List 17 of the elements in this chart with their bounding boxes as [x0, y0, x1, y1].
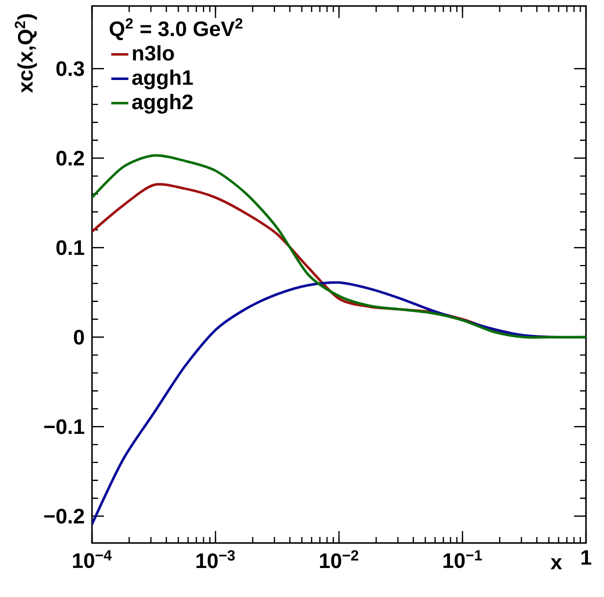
y-tick-label: 0.1 — [56, 240, 84, 256]
x-tick-label: 10$^{−1}$ — [444, 550, 482, 568]
y-tick-label: −0.2 — [44, 508, 84, 524]
legend-label: aggh2 — [132, 94, 193, 114]
x-tick-label: 10$^{−3}$ — [196, 550, 235, 568]
x-tick-label: 10$^{−4}$ — [73, 550, 112, 568]
y-tick-label: −0.1 — [44, 419, 84, 434]
legend-label: n3lo — [132, 45, 174, 61]
x-axis-title: x — [550, 558, 562, 570]
y-tick-label: 0 — [74, 330, 84, 345]
x-tick-label: 1 — [581, 550, 592, 565]
legend-label: aggh1 — [132, 70, 193, 90]
legend-title: Q$^{2}$ = 3.0 GeV$^{2}$ — [110, 18, 242, 40]
y-axis-title: xc(x,Q$^{2}$) — [14, 14, 37, 93]
x-tick-label: 10$^{−2}$ — [320, 550, 358, 568]
y-tick-label: 0.2 — [56, 150, 84, 166]
y-tick-label: 0.3 — [56, 61, 84, 76]
